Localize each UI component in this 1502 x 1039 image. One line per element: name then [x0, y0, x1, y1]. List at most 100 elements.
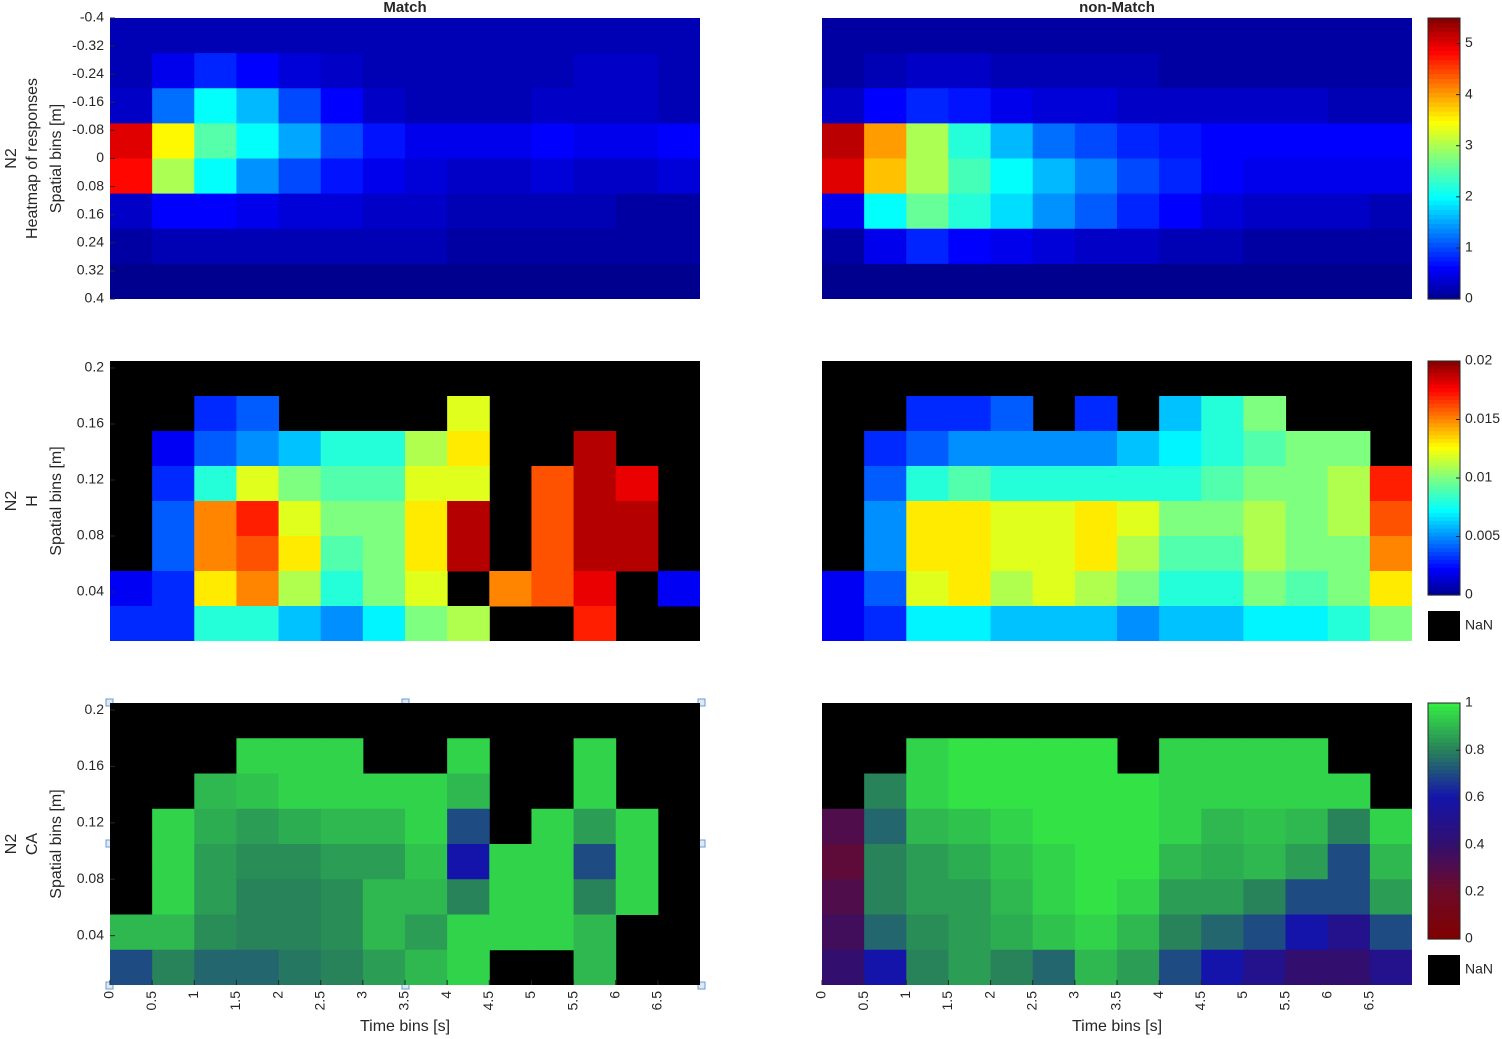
heat-cell — [1159, 193, 1202, 230]
x-tick-label: 6.5 — [1361, 991, 1377, 1011]
colorbar-swatch — [1428, 742, 1460, 747]
colorbar-swatch — [1428, 935, 1460, 940]
heat-cell — [362, 844, 406, 880]
colorbar-swatch — [1428, 797, 1460, 802]
heat-cell — [990, 123, 1034, 159]
heat-cell — [1201, 571, 1244, 607]
x-tick-label: 2 — [981, 991, 997, 999]
colorbar-swatch — [1428, 809, 1460, 814]
heat-cell — [906, 396, 949, 432]
heat-cell — [1369, 501, 1412, 537]
colorbar-swatch — [1428, 848, 1460, 854]
colorbar-swatch — [1428, 270, 1460, 277]
colorbar-swatch — [1428, 785, 1460, 791]
heat-cell — [278, 193, 322, 230]
heat-cell — [489, 263, 532, 299]
heat-cell — [236, 536, 280, 572]
heat-cell — [236, 431, 280, 467]
heat-cell — [615, 844, 659, 880]
handle — [697, 981, 706, 990]
heat-cell — [657, 193, 700, 230]
heat-cell — [278, 536, 322, 572]
y-tick-label: 0.16 — [77, 205, 104, 221]
heat-cell — [1074, 193, 1118, 230]
heat-cell — [1243, 571, 1287, 607]
heat-cell — [990, 914, 1034, 951]
heat-cell — [1032, 536, 1076, 572]
heat-cell — [1032, 431, 1076, 467]
colorbar-tick-label: 0.015 — [1465, 410, 1500, 426]
y-axis-label: N2 — [3, 148, 20, 169]
colorbar-swatch — [1428, 927, 1460, 932]
heat-cell — [906, 18, 949, 54]
heat-cell — [405, 431, 448, 467]
heat-cell — [1285, 431, 1329, 467]
colorbar-swatch — [1428, 793, 1460, 798]
heat-cell — [152, 263, 195, 299]
heat-cell — [110, 88, 153, 124]
heat-cell — [194, 914, 237, 951]
heat-cell — [1032, 88, 1076, 124]
heat-cell — [1285, 53, 1329, 89]
heat-cell — [1159, 158, 1202, 195]
heat-cell — [489, 879, 532, 915]
heat-cell — [1243, 914, 1287, 951]
heat-cell — [1032, 123, 1076, 159]
heat-cell — [864, 228, 907, 265]
heat-cell — [615, 501, 659, 537]
heat-cell — [1032, 773, 1076, 810]
heat-cell — [864, 606, 907, 641]
colorbar-swatch — [1428, 163, 1460, 169]
y-tick-label: 0.32 — [77, 262, 104, 278]
heat-cell — [1159, 466, 1202, 502]
heat-cell — [405, 536, 448, 572]
colorbar-swatch — [1428, 294, 1460, 300]
heat-cell — [110, 914, 153, 951]
colorbar-swatch — [1428, 722, 1460, 728]
colorbar-swatch — [1428, 380, 1460, 385]
heat-cell — [1032, 193, 1076, 230]
heat-cell — [362, 123, 406, 159]
heat-cell — [990, 431, 1034, 467]
colorbar-swatch — [1428, 60, 1460, 66]
heat-cell — [948, 158, 992, 195]
colorbar-swatch — [1428, 765, 1460, 771]
heat-cell — [822, 18, 865, 54]
heat-cell — [948, 844, 992, 880]
heat-cell — [1032, 53, 1076, 89]
colorbar-swatch — [1428, 252, 1460, 258]
colorbar-swatch — [1428, 856, 1460, 861]
heat-cell — [864, 466, 907, 502]
x-tick-label: 3.5 — [396, 991, 412, 1011]
heat-cell — [362, 228, 406, 265]
x-tick-label: 5.5 — [1276, 991, 1292, 1011]
colorbar-swatch — [1428, 840, 1460, 846]
heat-cell — [615, 88, 659, 124]
heat-cell — [1327, 88, 1371, 124]
heat-cell — [1369, 193, 1412, 230]
heat-cell — [1285, 773, 1329, 810]
heat-cell — [278, 228, 322, 265]
colorbar-swatch — [1428, 55, 1460, 61]
colorbar-tick-label: 4 — [1465, 85, 1473, 101]
heat-cell — [1159, 53, 1202, 89]
heat-cell — [1074, 431, 1118, 467]
heat-cell — [1117, 808, 1160, 845]
heat-cell — [864, 123, 907, 159]
heat-cell — [278, 773, 322, 810]
heat-cell — [573, 571, 617, 607]
heat-cell — [489, 88, 532, 124]
heat-cell — [447, 773, 490, 810]
colorbar-tick-label: 0.8 — [1465, 741, 1485, 757]
heat-cell — [236, 263, 280, 299]
colorbar-swatch — [1428, 923, 1460, 928]
heat-cell — [320, 431, 364, 467]
heat-cell — [1159, 606, 1202, 641]
heat-cell — [864, 263, 907, 299]
colorbar-swatch — [1428, 74, 1460, 80]
heat-cell — [236, 396, 280, 432]
colorbar-swatch — [1428, 191, 1460, 197]
heat-cell — [657, 571, 700, 607]
heat-cell — [405, 88, 448, 124]
